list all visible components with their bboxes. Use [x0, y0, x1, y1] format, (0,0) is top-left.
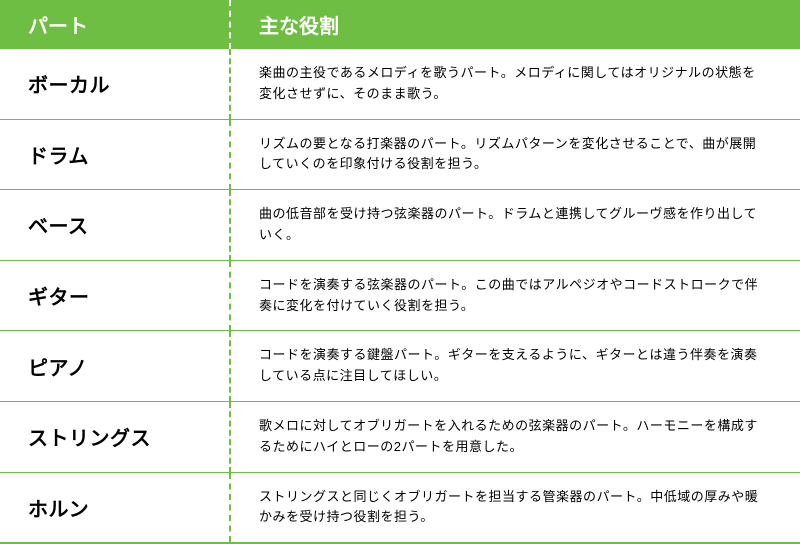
table-row: ストリングス 歌メロに対してオブリガートを入れるための弦楽器のパート。ハーモニー… — [0, 401, 800, 472]
part-name: ボーカル — [0, 49, 230, 119]
instrument-role-table: パート 主な役割 ボーカル 楽曲の主役であるメロディを歌うパート。メロディに関し… — [0, 0, 800, 544]
part-role: コードを演奏する弦楽器のパート。この曲ではアルペジオやコードストロークで伴奏に変… — [230, 260, 800, 331]
header-role: 主な役割 — [230, 0, 800, 49]
table-row: ボーカル 楽曲の主役であるメロディを歌うパート。メロディに関してはオリジナルの状… — [0, 49, 800, 119]
table-row: ギター コードを演奏する弦楽器のパート。この曲ではアルペジオやコードストロークで… — [0, 260, 800, 331]
table-row: ピアノ コードを演奏する鍵盤パート。ギターを支えるように、ギターとは違う伴奏を演… — [0, 331, 800, 402]
part-name: ギター — [0, 260, 230, 331]
header-part: パート — [0, 0, 230, 49]
part-role: ストリングスと同じくオブリガートを担当する管楽器のパート。中低域の厚みや暖かみを… — [230, 472, 800, 543]
part-name: ピアノ — [0, 331, 230, 402]
part-role: リズムの要となる打楽器のパート。リズムパターンを変化させることで、曲が展開してい… — [230, 119, 800, 190]
table-row: ベース 曲の低音部を受け持つ弦楽器のパート。ドラムと連携してグルーヴ感を作り出し… — [0, 190, 800, 261]
part-role: 歌メロに対してオブリガートを入れるための弦楽器のパート。ハーモニーを構成するため… — [230, 401, 800, 472]
part-name: ホルン — [0, 472, 230, 543]
part-name: ベース — [0, 190, 230, 261]
part-name: ストリングス — [0, 401, 230, 472]
part-name: ドラム — [0, 119, 230, 190]
part-role: 楽曲の主役であるメロディを歌うパート。メロディに関してはオリジナルの状態を変化さ… — [230, 49, 800, 119]
part-role: 曲の低音部を受け持つ弦楽器のパート。ドラムと連携してグルーヴ感を作り出していく。 — [230, 190, 800, 261]
table-row: ドラム リズムの要となる打楽器のパート。リズムパターンを変化させることで、曲が展… — [0, 119, 800, 190]
table-row: ホルン ストリングスと同じくオブリガートを担当する管楽器のパート。中低域の厚みや… — [0, 472, 800, 543]
table-header-row: パート 主な役割 — [0, 0, 800, 49]
table-body: ボーカル 楽曲の主役であるメロディを歌うパート。メロディに関してはオリジナルの状… — [0, 49, 800, 543]
part-role: コードを演奏する鍵盤パート。ギターを支えるように、ギターとは違う伴奏を演奏してい… — [230, 331, 800, 402]
